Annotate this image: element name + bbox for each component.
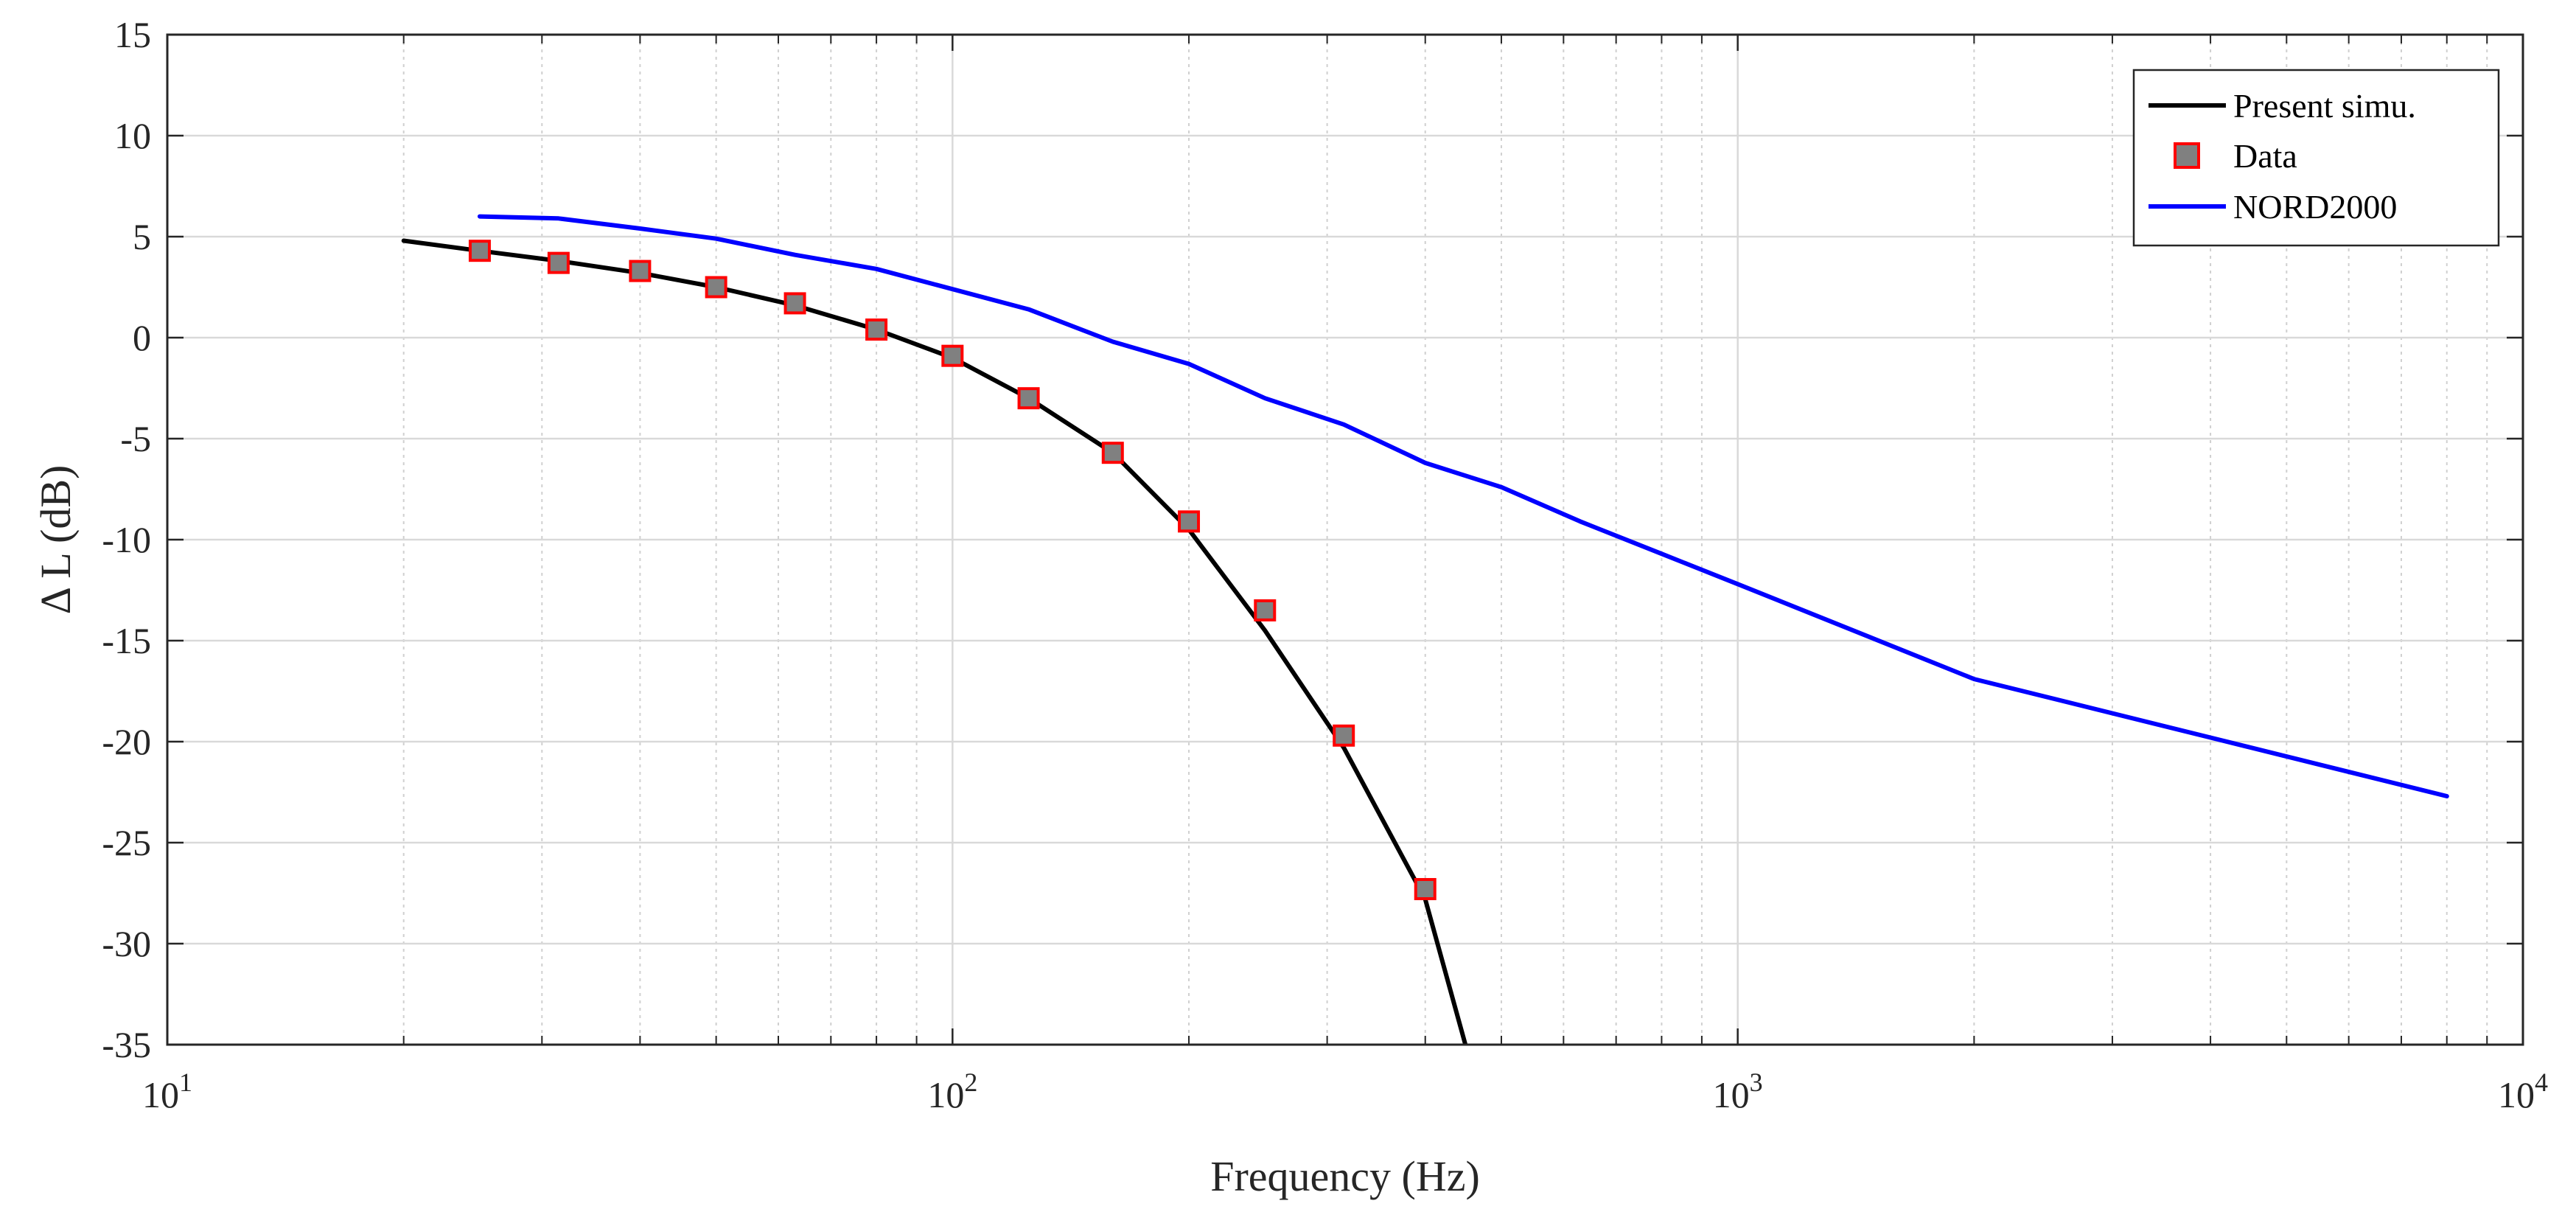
data-point-marker xyxy=(1101,442,1124,464)
y-tick-labels: 15 10 5 0 -5 -10 -15 -20 -25 -30 -35 xyxy=(102,14,151,1065)
y-tick-label: -30 xyxy=(102,923,151,964)
x-tick-label: 101 xyxy=(142,1067,192,1115)
legend: Present simu. Data NORD2000 xyxy=(2132,69,2500,247)
x-axis-title: Frequency (Hz) xyxy=(1210,1152,1480,1200)
x-tick-label: 104 xyxy=(2498,1067,2548,1115)
y-tick-label: -15 xyxy=(102,620,151,661)
data-point-marker xyxy=(941,344,964,367)
y-axis-title: Δ L (dB) xyxy=(32,465,80,615)
data-point-marker xyxy=(783,292,806,315)
y-tick-label: -10 xyxy=(102,519,151,560)
y-tick-label: 5 xyxy=(133,216,151,257)
data-point-marker xyxy=(629,260,652,282)
axis-ticks xyxy=(166,33,2524,1046)
y-tick-label: 0 xyxy=(133,317,151,358)
data-point-marker xyxy=(547,251,570,274)
data-point-marker xyxy=(1017,387,1040,410)
legend-label-present-simu: Present simu. xyxy=(2233,87,2416,125)
legend-label-nord2000: NORD2000 xyxy=(2233,188,2397,226)
y-tick-label: -35 xyxy=(102,1024,151,1065)
legend-swatch-data xyxy=(2174,142,2200,169)
y-tick-label: -20 xyxy=(102,721,151,762)
minor-grid xyxy=(402,35,2488,1045)
data-point-marker xyxy=(1414,878,1437,901)
data-point-marker xyxy=(865,318,888,341)
series-layer xyxy=(401,214,2449,1045)
x-tick-label: 102 xyxy=(927,1067,977,1115)
x-tick-labels: 101 102 103 104 xyxy=(142,1067,2548,1115)
y-tick-label: 15 xyxy=(114,14,151,55)
data-point-marker xyxy=(1178,510,1201,533)
y-tick-label: -25 xyxy=(102,822,151,863)
data-point-marker xyxy=(705,276,727,299)
data-point-marker xyxy=(468,240,491,262)
y-tick-label: -5 xyxy=(120,418,151,459)
series-line-nord2000 xyxy=(477,214,2449,798)
legend-label-data: Data xyxy=(2233,137,2297,175)
y-tick-label: 10 xyxy=(114,115,151,156)
data-point-marker xyxy=(1254,599,1277,621)
data-point-marker xyxy=(1333,724,1355,747)
x-tick-label: 103 xyxy=(1713,1067,1763,1115)
